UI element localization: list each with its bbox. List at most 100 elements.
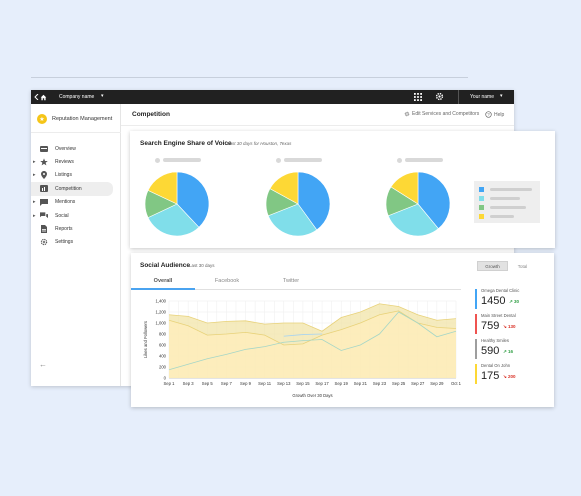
competitor-value: 175 (481, 370, 500, 382)
legend-placeholder-bar (490, 197, 520, 200)
sidebar-item-reports[interactable]: Reports (31, 222, 121, 235)
x-tick-label: Sep 19 (335, 381, 349, 386)
edit-services-label: Edit Services and Competitors (412, 111, 480, 117)
sidebar-item-listings[interactable]: ▸ Listings (31, 169, 121, 182)
trend-down-icon: ↘ (503, 374, 509, 379)
competitor-name: Healthy Smiles (481, 338, 509, 343)
caret-right-icon[interactable]: ▸ (33, 159, 36, 166)
x-tick-label: Sep 5 (202, 381, 214, 386)
caret-right-icon[interactable]: ▸ (33, 172, 36, 179)
tab-facebook[interactable]: Facebook (214, 278, 240, 284)
x-tick-label: Sep 17 (315, 381, 329, 386)
trend-up-icon: ↗ (503, 349, 509, 354)
competitor-stat: Healthy Smiles 590 ↗ 16 (475, 337, 553, 361)
sidebar-item-overview[interactable]: Overview (31, 142, 121, 155)
change-value: 30 (514, 299, 520, 304)
svg-text:?: ? (487, 112, 490, 117)
y-tick-label: 1,400 (156, 299, 167, 304)
page-header: Competition Edit Services and Competitor… (121, 104, 514, 126)
pie-slice (390, 171, 419, 205)
sidebar-item-label: Competition (55, 185, 82, 192)
y-tick-label: 800 (159, 332, 167, 337)
placeholder-bar (405, 158, 443, 162)
change-value: 130 (508, 324, 516, 329)
trend-up-icon: ↗ (509, 299, 515, 304)
pin-icon (40, 171, 48, 180)
pie-slice (297, 171, 331, 231)
apps-grid-icon[interactable] (414, 93, 422, 101)
sidebar-item-label: Mentions (55, 199, 76, 206)
legend-swatch (479, 205, 484, 210)
caret-down-icon[interactable]: ▾ (500, 93, 503, 99)
change-value: 200 (508, 374, 516, 379)
legend-swatch (479, 214, 484, 219)
topbar-divider (458, 90, 459, 104)
competitor-color-bar (475, 289, 477, 309)
y-tick-label: 1,200 (156, 310, 167, 315)
gear-icon[interactable] (435, 92, 444, 101)
legend-entry (479, 187, 539, 192)
legend-entry (479, 205, 539, 210)
sidebar-nav: Overview ▸ Reviews ▸ Listings Competition ▸ Men… (31, 142, 121, 249)
placeholder-dot (397, 158, 402, 163)
legend-entry (479, 214, 539, 219)
company-selector[interactable]: Company name (59, 94, 95, 100)
audience-tabs: Overall Facebook Twitter (131, 274, 461, 290)
pie-slice (176, 171, 210, 228)
arrow-left-icon[interactable]: ← (39, 360, 47, 369)
pie-slice (147, 203, 200, 237)
caret-right-icon[interactable]: ▸ (33, 212, 36, 219)
edit-services-link[interactable]: Edit Services and Competitors (404, 111, 479, 117)
toggle-total[interactable]: Total (517, 263, 528, 269)
x-tick-label: Sep 7 (221, 381, 233, 386)
trend-up-change: ↗ 16 (503, 349, 513, 355)
tab-overall[interactable]: Overall (153, 278, 173, 284)
x-tick-label: Sep 21 (354, 381, 368, 386)
competitor-stat: Dental On John 175 ↘ 200 (475, 362, 553, 386)
x-tick-label: Sep 9 (240, 381, 252, 386)
legend-entry (479, 196, 539, 201)
pie-slice (269, 171, 299, 205)
y-tick-label: 1,000 (156, 321, 167, 326)
sidebar-item-competition[interactable]: Competition (31, 182, 113, 196)
share-pie-chart (265, 171, 331, 237)
x-tick-label: Sep 23 (373, 381, 387, 386)
x-tick-label: Sep 3 (183, 381, 195, 386)
legend-swatch (479, 187, 484, 192)
caret-down-icon[interactable]: ▾ (101, 93, 104, 99)
sidebar-item-mentions[interactable]: ▸ Mentions (31, 196, 121, 209)
chevron-left-icon (34, 94, 39, 100)
overview-icon (40, 145, 48, 152)
x-axis-label: Growth Over 30 Days (292, 393, 332, 398)
sidebar-item-label: Reports (55, 226, 73, 233)
y-tick-label: 200 (159, 365, 167, 370)
pie-slice (147, 171, 178, 205)
toggle-growth[interactable]: Growth (477, 261, 508, 271)
help-icon: ? (485, 111, 492, 118)
share-of-voice-subtitle: Last 30 days for Houston, Texas (227, 141, 292, 146)
caret-right-icon[interactable]: ▸ (33, 199, 36, 206)
pie-legend (474, 181, 540, 223)
trend-down-icon: ↘ (503, 324, 509, 329)
social-audience-subtitle: Last 30 days (189, 263, 215, 268)
sidebar: ★ Reputation Management Overview ▸ Reviews… (31, 104, 121, 386)
x-tick-label: Sep 29 (430, 381, 444, 386)
star-logo-icon: ★ (37, 114, 47, 124)
legend-placeholder-bar (490, 215, 514, 218)
sidebar-item-social[interactable]: ▸ Social (31, 209, 121, 222)
x-tick-label: Sep 13 (277, 381, 291, 386)
x-tick-label: Sep 1 (164, 381, 176, 386)
tab-twitter[interactable]: Twitter (282, 278, 300, 284)
user-menu[interactable]: Your name (470, 94, 494, 100)
help-link[interactable]: ? Help (485, 111, 504, 118)
sidebar-item-reviews[interactable]: ▸ Reviews (31, 155, 121, 168)
back-home-button[interactable] (34, 93, 50, 101)
competitor-stat: Omega Dental Clinic 1450 ↗ 30 (475, 287, 553, 311)
home-icon (40, 94, 47, 100)
placeholder-dot (276, 158, 281, 163)
divider (31, 132, 121, 133)
placeholder-bar (284, 158, 322, 162)
sidebar-item-settings[interactable]: Settings (31, 236, 121, 249)
star-icon (40, 158, 48, 166)
share-pie-chart (144, 171, 210, 237)
